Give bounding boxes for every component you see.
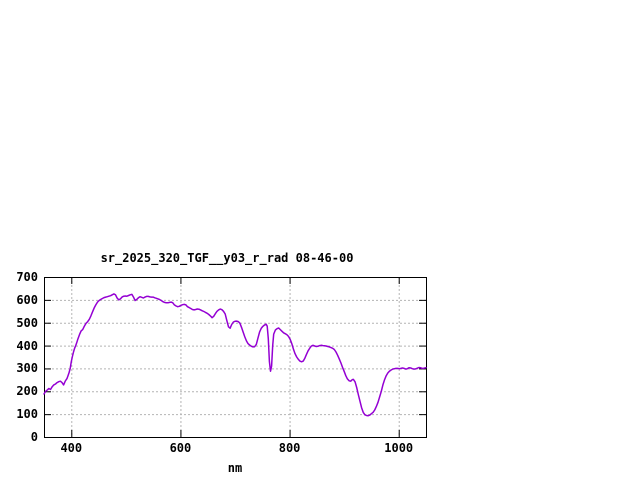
x-tick-label: 400 — [60, 441, 83, 455]
chart-title: sr_2025_320_TGF__y03_r_rad 08-46-00 — [100, 251, 354, 265]
y-tick-label: 100 — [16, 407, 38, 422]
y-tick-label: 0 — [30, 430, 38, 444]
spectrum-line — [43, 293, 427, 417]
y-tick-label: 400 — [16, 338, 38, 353]
x-tick-label: 800 — [278, 441, 301, 455]
plot-border — [44, 277, 427, 438]
x-tick-label: 600 — [169, 441, 192, 455]
y-tick-label: 300 — [16, 361, 38, 376]
y-tick-label: 500 — [16, 315, 38, 330]
y-tick-label: 200 — [16, 384, 38, 399]
y-tick-label: 700 — [16, 270, 38, 284]
x-axis-title: nm — [227, 461, 243, 475]
x-tick-label: 1000 — [384, 441, 414, 455]
y-tick-label: 600 — [16, 292, 38, 307]
